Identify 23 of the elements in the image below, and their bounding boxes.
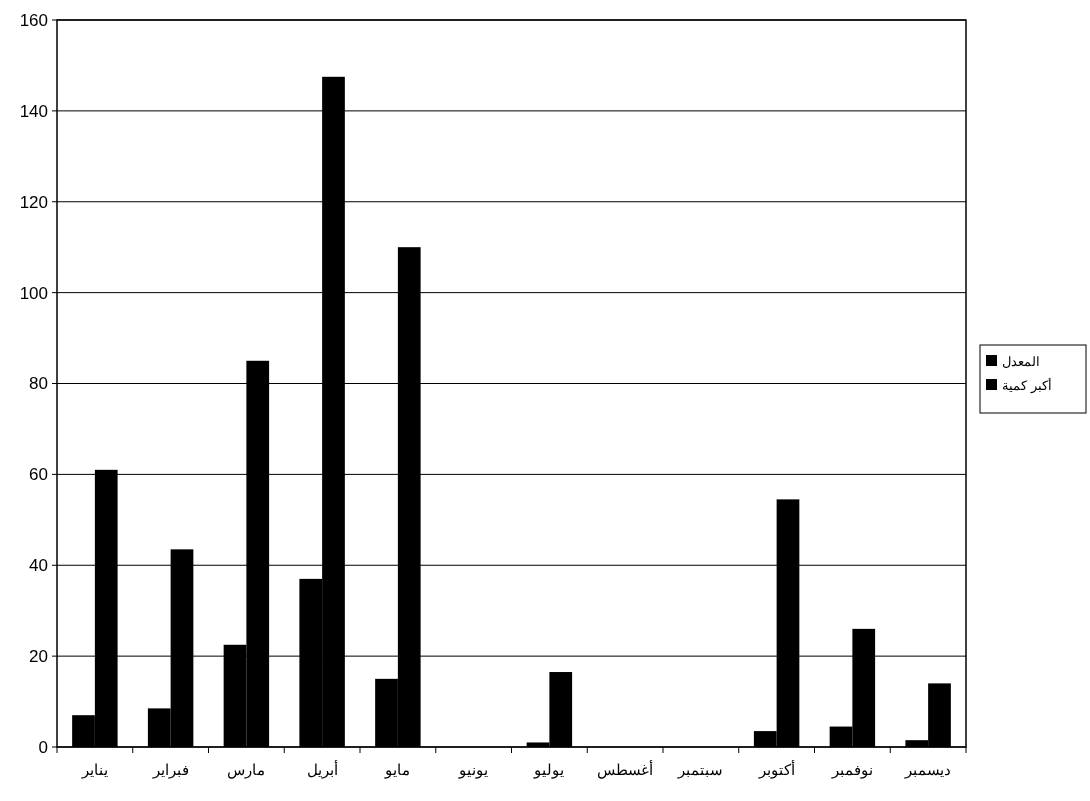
y-tick-label: 140 [19,101,48,121]
y-tick-label: 120 [19,192,48,212]
x-tick-label: أغسطس [597,760,654,779]
x-tick-label: يونيو [458,761,489,779]
y-tick-label: 160 [19,10,48,30]
x-tick-label: سبتمبر [677,761,724,779]
y-tick-label: 80 [29,374,48,394]
x-tick-label: مايو [384,761,411,779]
x-tick-label: نوفمبر [830,761,873,779]
x-tick-label: فبراير [151,761,189,779]
x-tick-label: يناير [80,761,108,779]
y-tick-label: 0 [38,737,48,757]
y-tick-label: 60 [29,465,48,485]
x-tick-label: مارس [227,761,266,779]
y-tick-label: 40 [29,556,48,576]
x-tick-label: أكتوبر [757,760,795,779]
y-tick-label: 20 [29,647,48,667]
legend-label: المعدل [1002,353,1040,369]
x-tick-label: يوليو [533,761,565,779]
legend-label: أكبر كمية [1002,376,1052,394]
x-tick-label: ديسمبر [904,761,952,779]
y-tick-label: 100 [19,283,48,303]
x-tick-label: أبريل [306,760,338,779]
